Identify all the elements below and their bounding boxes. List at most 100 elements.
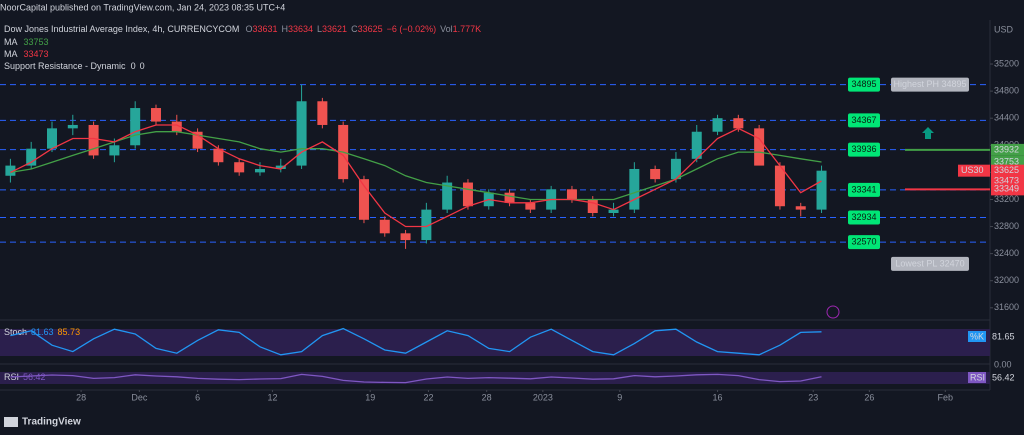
candle-body bbox=[46, 128, 57, 149]
level-box bbox=[848, 210, 880, 225]
level-box bbox=[848, 142, 880, 157]
publisher: NoorCapital published on TradingView.com… bbox=[0, 2, 285, 12]
line bbox=[10, 327, 822, 356]
y-tick-label: 32400 bbox=[994, 248, 1019, 258]
candle-body bbox=[88, 124, 99, 156]
candle-body bbox=[795, 206, 806, 210]
candle-body bbox=[733, 118, 744, 129]
footer-brand: TradingView bbox=[22, 417, 81, 428]
highest-box-label: Highest PH 34895 bbox=[893, 79, 966, 89]
arrow-up-icon bbox=[922, 127, 934, 139]
footer-logo bbox=[4, 417, 18, 427]
candle-body bbox=[504, 192, 515, 203]
stoch-d: 85.73 bbox=[58, 327, 81, 337]
rsi-legend: RSI 56.42 bbox=[4, 372, 46, 382]
y-tick-label: 32000 bbox=[994, 275, 1019, 285]
x-tick-label: 6 bbox=[195, 392, 200, 402]
y-tick-label: 34800 bbox=[994, 85, 1019, 95]
candle-body bbox=[379, 219, 390, 234]
candle-body bbox=[254, 168, 265, 173]
candle-body bbox=[566, 189, 577, 200]
x-tick-label: Dec bbox=[131, 392, 148, 402]
rsi-badge-label: RSI bbox=[970, 372, 985, 382]
l-value: 33621 bbox=[322, 24, 347, 34]
currency: USD bbox=[994, 24, 1014, 34]
candle-body bbox=[525, 202, 536, 210]
vol-value: 1.777K bbox=[453, 24, 482, 34]
x-tick-label: 28 bbox=[76, 392, 86, 402]
stoch-k-value: 81.65 bbox=[992, 331, 1015, 341]
legend-line: Dow Jones Industrial Average Index, 4h, … bbox=[4, 24, 481, 34]
rsi-value: 56.42 bbox=[23, 372, 46, 382]
candle-body bbox=[587, 199, 598, 214]
stoch-legend: Stoch 81.63 85.73 bbox=[4, 327, 80, 337]
stoch-label: Stoch bbox=[4, 327, 27, 337]
level-label: 33936 bbox=[851, 144, 876, 154]
indicator-label: Support Resistance - Dynamic bbox=[4, 61, 126, 71]
x-tick-label: 12 bbox=[267, 392, 277, 402]
h-label: H bbox=[281, 24, 288, 34]
level-box bbox=[848, 77, 880, 92]
candle-body bbox=[150, 108, 161, 122]
x-tick-label: 22 bbox=[423, 392, 433, 402]
candle-body bbox=[691, 131, 702, 159]
candle-body bbox=[171, 121, 182, 132]
y-tick-label: 33200 bbox=[994, 194, 1019, 204]
level-label: 32570 bbox=[851, 236, 876, 246]
candle-body bbox=[296, 101, 307, 166]
level-box bbox=[848, 182, 880, 197]
level-label: 34367 bbox=[851, 115, 876, 125]
axis-badge-value: 33932 bbox=[994, 144, 1019, 154]
vol-label: Vol bbox=[440, 24, 453, 34]
ma1-label: MA bbox=[4, 37, 18, 47]
candle-body bbox=[213, 148, 224, 163]
candle-body bbox=[650, 168, 661, 180]
candle-body bbox=[400, 233, 411, 241]
candle-body bbox=[109, 145, 120, 156]
stoch-k-label: %K bbox=[970, 331, 984, 341]
alert-icon[interactable] bbox=[826, 305, 840, 319]
candle-body bbox=[462, 182, 473, 207]
x-tick-label: 19 bbox=[365, 392, 375, 402]
stoch-k-badge bbox=[968, 331, 986, 342]
candle-body bbox=[5, 165, 16, 176]
x-tick-label: 23 bbox=[808, 392, 818, 402]
indicator-value: 0 bbox=[140, 61, 145, 71]
line bbox=[10, 373, 822, 384]
axis-badge bbox=[991, 143, 1024, 156]
x-tick-label: Feb bbox=[938, 392, 954, 402]
candle-body bbox=[192, 131, 203, 149]
axis-badge-value: 33349 bbox=[994, 184, 1019, 194]
rsi-badge bbox=[968, 372, 986, 383]
h-value: 33634 bbox=[288, 24, 313, 34]
ma1-value: 33753 bbox=[24, 37, 49, 47]
stoch-k: 81.63 bbox=[31, 327, 54, 337]
stoch-band bbox=[0, 329, 990, 356]
level-label: 33341 bbox=[851, 184, 876, 194]
x-tick-label: 26 bbox=[864, 392, 874, 402]
candle-body bbox=[130, 108, 141, 146]
ma2-line: MA 33473 bbox=[4, 49, 49, 59]
axis-badge bbox=[958, 164, 990, 177]
x-tick-label: 28 bbox=[482, 392, 492, 402]
level-label: 32934 bbox=[851, 212, 876, 222]
rsi-axis-value: 56.42 bbox=[992, 372, 1015, 382]
candle-body bbox=[442, 182, 453, 210]
stoch-zero: 0.00 bbox=[994, 359, 1012, 369]
o-label: O bbox=[245, 24, 252, 34]
level-box bbox=[848, 113, 880, 128]
axis-badge-value: 33753 bbox=[994, 156, 1019, 166]
candle-body bbox=[754, 128, 765, 166]
c-value: 33625 bbox=[358, 24, 383, 34]
candle-body bbox=[275, 165, 286, 169]
candle-body bbox=[317, 101, 328, 125]
candle-body bbox=[421, 209, 432, 241]
indicator-line: Support Resistance - Dynamic 0 0 bbox=[4, 61, 145, 71]
candle-body bbox=[26, 148, 37, 166]
indicator-value: 0 bbox=[131, 61, 136, 71]
candle-body bbox=[816, 170, 827, 210]
axis-badge-value: 33473 bbox=[994, 175, 1019, 185]
candle-body bbox=[67, 124, 78, 129]
lowest-box-label: Lowest PL 32470 bbox=[895, 258, 964, 268]
